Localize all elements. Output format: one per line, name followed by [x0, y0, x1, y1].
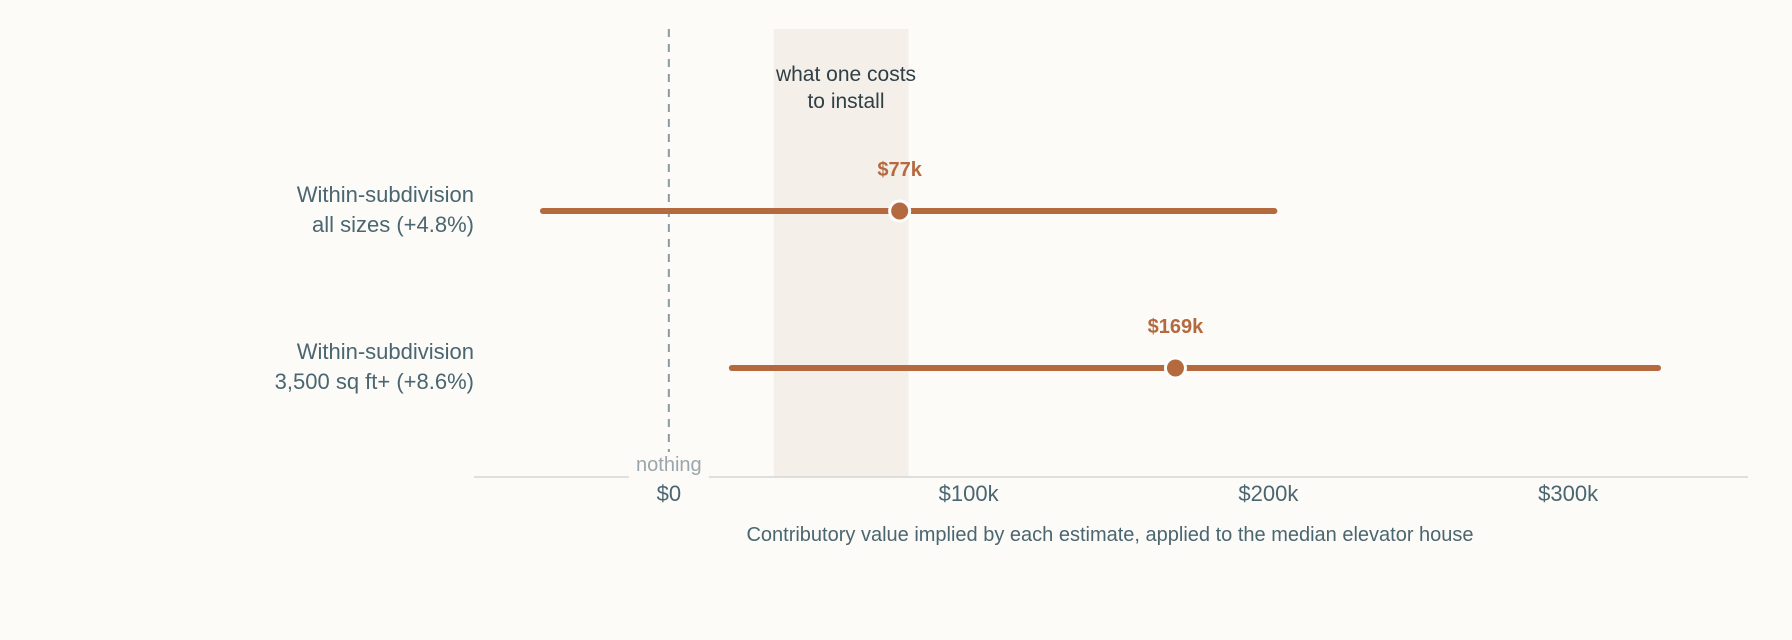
row-label-large-homes-line1: Within-subdivision: [297, 339, 474, 364]
estimate-value-label: $169k: [1148, 316, 1204, 338]
install-cost-band-label-line1: what one costs: [775, 63, 916, 86]
reference-label: nothing: [636, 454, 702, 476]
x-tick-label: $200k: [1238, 481, 1299, 506]
estimate-point: [1163, 356, 1187, 380]
estimate-value-label: $77k: [877, 159, 922, 181]
estimate-point: [888, 199, 912, 223]
row-label-large-homes-line2: 3,500 sq ft+ (+8.6%): [275, 369, 474, 394]
row-label-all-sizes-line1: Within-subdivision: [297, 182, 474, 207]
install-cost-band: [773, 29, 909, 477]
x-axis-ticks: $0 $100k $200k $300k: [657, 481, 1600, 506]
reference-label-background: [628, 470, 709, 484]
x-tick-label: $300k: [1538, 481, 1599, 506]
interval-marks: $77k $169k: [539, 159, 1662, 380]
x-tick-label: $0: [657, 481, 681, 506]
row-label-all-sizes-line2: all sizes (+4.8%): [312, 212, 474, 237]
x-tick-label: $100k: [939, 481, 1000, 506]
install-cost-band-label-line2: to install: [807, 90, 884, 113]
x-axis-title: Contributory value implied by each estim…: [746, 524, 1473, 546]
